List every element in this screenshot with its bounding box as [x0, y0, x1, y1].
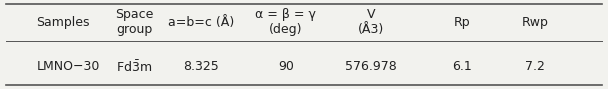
- Text: Fd$\bar{3}$m: Fd$\bar{3}$m: [116, 59, 151, 74]
- Text: 576.978: 576.978: [345, 60, 397, 73]
- Text: LMNO−30: LMNO−30: [36, 60, 100, 73]
- Text: 7.2: 7.2: [525, 60, 545, 73]
- Text: Rwp: Rwp: [522, 16, 548, 29]
- Text: α = β = γ
(deg): α = β = γ (deg): [255, 8, 316, 36]
- Text: a=b=c (Å): a=b=c (Å): [168, 16, 233, 29]
- Text: 6.1: 6.1: [452, 60, 472, 73]
- Text: 90: 90: [278, 60, 294, 73]
- Text: Rp: Rp: [454, 16, 471, 29]
- Text: V
(Å3): V (Å3): [358, 8, 384, 36]
- Text: Space
group: Space group: [116, 8, 154, 36]
- Text: Samples: Samples: [36, 16, 90, 29]
- Text: 8.325: 8.325: [183, 60, 218, 73]
